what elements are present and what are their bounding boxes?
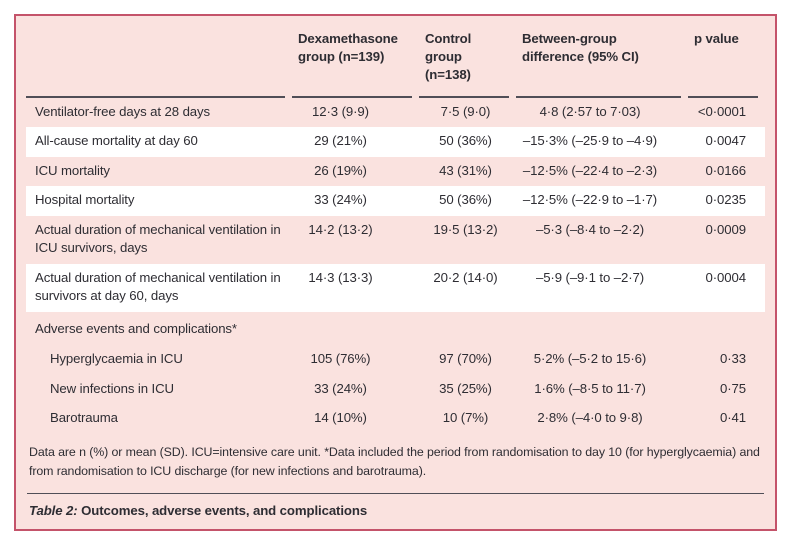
row-label: Actual duration of mechanical ventilatio… [35,221,281,256]
row-label: All-cause mortality at day 60 [26,127,292,157]
cell-p-value: 0·33 [720,351,746,367]
table-row-icu-mortality: ICU mortality 26 (19%) 43 (31%) –12·5% (… [26,157,765,186]
cell-difference: 1·6% (–8·5 to 11·7) [534,380,646,396]
row-label: Ventilator-free days at 28 days [35,103,211,119]
row-label: Actual duration of mechanical ventilatio… [26,263,292,312]
cell-p-value: 0·41 [720,409,746,425]
cell-p-value: 0·75 [720,380,746,396]
table-footnote: Data are n (%) or mean (SD). ICU=intensi… [29,445,760,479]
cell-control: 43 (31%) [439,162,492,178]
section-label: Adverse events and complications* [35,320,237,336]
table-row-barotrauma: Barotrauma 14 (10%) 10 (7%) 2·8% (–4·0 t… [26,404,765,433]
section-row-adverse-events: Adverse events and complications* [26,312,765,345]
cell-dexamethasone: 14·2 (13·2) [308,221,373,237]
table-row-new-infections: New infections in ICU 33 (24%) 35 (25%) … [26,375,765,404]
cell-difference: –15·3% (–25·9 to –4·9) [516,127,688,157]
cell-p-value: 0·0166 [705,162,747,178]
table-row-ventilator-free-days: Ventilator-free days at 28 days 12·3 (9·… [26,98,765,127]
header-row-label [26,16,292,98]
table-header-row: Dexamethasone group (n=139) Control grou… [26,16,765,98]
header-p-value: p value [688,16,765,98]
table-row-hospital-mortality: Hospital mortality 33 (24%) 50 (36%) –12… [26,186,765,216]
cell-difference: –5·3 (–8·4 to –2·2) [535,221,645,237]
cell-dexamethasone: 105 (76%) [310,351,371,367]
table-row-ventilation-survivors-day60: Actual duration of mechanical ventilatio… [26,263,765,312]
header-between-group-difference: Between-group difference (95% CI) [516,16,688,98]
cell-control: 7·5 (9·0) [440,103,491,119]
table-caption: Table 2: Outcomes, adverse events, and c… [29,503,762,518]
table-row-ventilation-icu-survivors: Actual duration of mechanical ventilatio… [26,216,765,264]
cell-control: 97 (70%) [439,351,492,367]
header-dexamethasone-group: Dexamethasone group (n=139) [292,16,419,98]
cell-control: 10 (7%) [442,409,489,425]
header-control-group: Control group (n=138) [419,16,516,98]
table-caption-title: Outcomes, adverse events, and complicati… [81,503,368,519]
caption-divider [27,493,764,495]
cell-p-value: <0·0001 [697,103,746,119]
cell-p-value: 0·0004 [688,263,765,312]
cell-dexamethasone: 14 (10%) [314,409,367,425]
outcomes-table: Dexamethasone group (n=139) Control grou… [26,16,765,433]
paper-table-card: Dexamethasone group (n=139) Control grou… [14,14,777,531]
cell-difference: –12·5% (–22·9 to –1·7) [516,186,688,216]
cell-control: 19·5 (13·2) [433,221,498,237]
cell-control: 50 (36%) [419,186,516,216]
row-label: New infections in ICU [50,380,174,396]
cell-control: 50 (36%) [419,127,516,157]
cell-dexamethasone: 33 (24%) [314,380,367,396]
cell-control: 20·2 (14·0) [419,263,516,312]
row-label: Hyperglycaemia in ICU [50,351,183,367]
cell-difference: 5·2% (–5·2 to 15·6) [533,351,647,367]
cell-dexamethasone: 14·3 (13·3) [292,263,419,312]
cell-difference: –12·5% (–22·4 to –2·3) [522,162,658,178]
cell-dexamethasone: 33 (24%) [292,186,419,216]
cell-control: 35 (25%) [439,380,492,396]
cell-dexamethasone: 26 (19%) [314,162,367,178]
cell-p-value: 0·0009 [705,221,747,237]
cell-difference: 4·8 (2·57 to 7·03) [539,103,641,119]
row-label: Barotrauma [50,409,118,425]
cell-p-value: 0·0047 [688,127,765,157]
cell-p-value: 0·0235 [688,186,765,216]
cell-dexamethasone: 29 (21%) [292,127,419,157]
cell-difference: –5·9 (–9·1 to –2·7) [516,263,688,312]
row-label: Hospital mortality [26,186,292,216]
row-label: ICU mortality [35,162,110,178]
cell-dexamethasone: 12·3 (9·9) [312,103,369,119]
table-caption-number: Table 2: [29,503,78,519]
cell-difference: 2·8% (–4·0 to 9·8) [537,409,643,425]
table-row-all-cause-mortality: All-cause mortality at day 60 29 (21%) 5… [26,127,765,157]
table-row-hyperglycaemia: Hyperglycaemia in ICU 105 (76%) 97 (70%)… [26,345,765,374]
